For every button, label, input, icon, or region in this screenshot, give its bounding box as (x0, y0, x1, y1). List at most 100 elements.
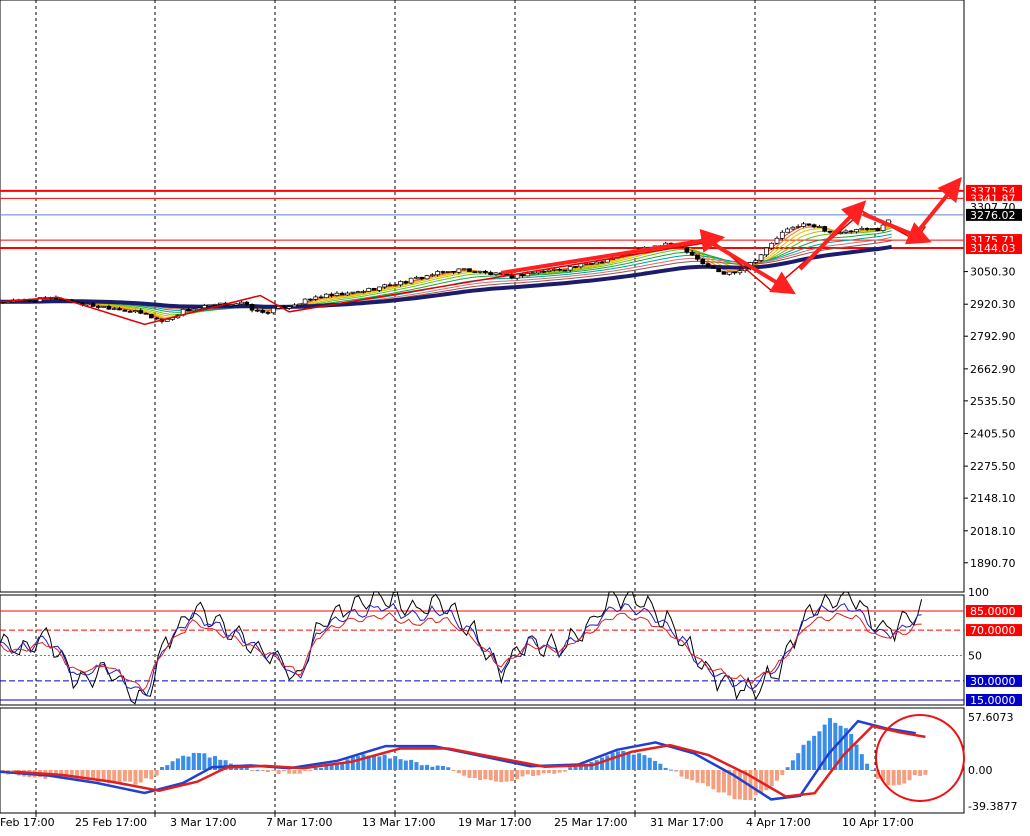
candle-body (424, 275, 430, 280)
macd-bar (69, 770, 74, 780)
candle-body (308, 298, 313, 301)
candle-body (355, 291, 361, 293)
candle-body (249, 304, 255, 311)
macd-bar (774, 770, 779, 781)
level-tag-bg-5 (966, 242, 1022, 255)
candle-body (196, 307, 202, 310)
macd-bar (658, 763, 663, 770)
level-tag-3: 3276.02 (970, 209, 1016, 222)
macd-bar (271, 770, 276, 771)
macd-bar (197, 753, 202, 770)
candle-body (732, 271, 737, 274)
macd-tick-1: 0.00 (968, 764, 993, 777)
level-tag-5: 3144.03 (970, 242, 1016, 255)
macd-bar (324, 764, 329, 770)
candle-body (286, 306, 292, 309)
osc-tag-3: 15.0000 (970, 694, 1016, 707)
macd-bar (854, 744, 859, 770)
candle-body (143, 312, 149, 315)
candle-body (737, 270, 743, 274)
candle-body (689, 251, 695, 256)
ma-line-4 (0, 227, 892, 315)
macd-bar (822, 724, 827, 770)
candle-body (260, 310, 266, 313)
macd-bar (637, 753, 642, 770)
osc-tick-50: 50 (968, 650, 982, 663)
macd-bar (621, 750, 626, 770)
macd-bar (865, 763, 870, 770)
macd-bar (573, 766, 578, 770)
macd-bar (186, 756, 191, 770)
macd-bar (451, 770, 456, 771)
osc-tag-2: 30.0000 (970, 675, 1016, 688)
osc-tag-0: 85.0000 (970, 605, 1016, 618)
macd-bar (536, 770, 541, 776)
candle-body (541, 270, 547, 273)
macd-bar (812, 735, 817, 770)
macd-bar (764, 770, 769, 791)
candle-body (726, 271, 732, 275)
candle-body (711, 266, 716, 269)
candle-body (785, 228, 790, 233)
macd-bar (531, 770, 536, 776)
candle-body (779, 231, 785, 239)
osc-tag-bg-2 (966, 674, 1022, 687)
time-label-5: 19 Mar 17:00 (458, 816, 531, 829)
candle-body (148, 313, 154, 319)
candle-body (334, 292, 340, 296)
macd-bar (265, 770, 270, 772)
price-tick-label-8: 2018.10 (970, 525, 1016, 538)
time-label-2: 3 Mar 17:00 (170, 816, 236, 829)
candle-body (880, 224, 886, 231)
candle-body (483, 270, 488, 273)
level-tag-bg-3 (966, 208, 1022, 221)
candle-body (546, 269, 552, 272)
candle-body (265, 312, 271, 314)
candle-body (233, 303, 239, 306)
macd-bar (165, 765, 170, 770)
candle-body (5, 301, 11, 304)
time-label-3: 7 Mar 17:00 (266, 816, 332, 829)
macd-bar (48, 770, 53, 776)
macd-bar (515, 770, 520, 780)
candle-body (493, 272, 499, 275)
candle-body (122, 309, 128, 312)
candle-body (822, 226, 828, 232)
macd-bar (218, 759, 223, 770)
candle-body (414, 276, 419, 279)
macd-bar (721, 770, 726, 793)
price-tick-label-6: 2275.50 (970, 460, 1016, 473)
candle-body (827, 230, 833, 233)
candle-body (106, 306, 112, 310)
signal-line (14, 724, 926, 798)
macd-bar (780, 770, 785, 776)
candle-body (117, 308, 122, 311)
macd-bar (546, 770, 551, 773)
price-tick-label-5: 2405.50 (970, 427, 1016, 440)
candle-body (90, 303, 96, 307)
macd-bar (806, 740, 811, 770)
macd-bar (653, 760, 658, 770)
macd-bar (493, 770, 498, 782)
candle-body (456, 268, 462, 273)
candle-body (716, 267, 722, 273)
osc-tag-bg-3 (966, 694, 1022, 706)
macd-bar (483, 770, 488, 780)
macd-bar (838, 725, 843, 770)
macd-bar (170, 761, 175, 770)
candle-body (244, 301, 250, 305)
candle-body (461, 268, 467, 271)
macd-bar (403, 760, 408, 770)
macd-bar (419, 765, 424, 770)
osc-line-fast (0, 591, 923, 705)
trend-arrow-0 (500, 229, 726, 275)
candle-body (806, 223, 812, 226)
candle-body (217, 302, 223, 305)
candle-body (790, 226, 796, 230)
macd-bar (446, 767, 451, 770)
candle-body (32, 300, 38, 303)
candle-body (870, 228, 875, 230)
candle-body (594, 261, 600, 265)
